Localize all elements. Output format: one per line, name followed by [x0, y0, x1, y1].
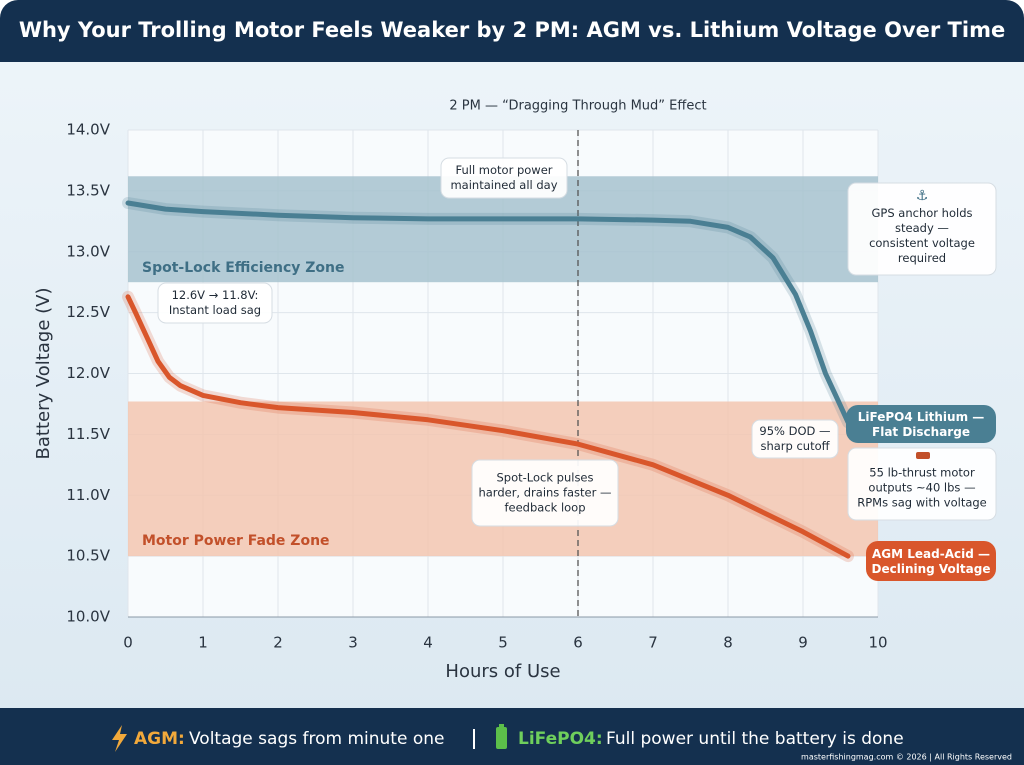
- legend-entry: LiFePO4 Lithium — Flat Discharge: [858, 410, 985, 439]
- annotation-text: RPMs sag with voltage: [857, 496, 987, 510]
- annotation-text: GPS anchor holds: [872, 206, 973, 220]
- annotation-text: maintained all day: [450, 178, 557, 192]
- annotation-text: required: [898, 251, 946, 265]
- y-tick-label: 11.5V: [66, 425, 110, 443]
- x-tick-label: 8: [723, 634, 733, 652]
- y-tick-label: 13.5V: [66, 181, 110, 199]
- annotation-box: [471, 459, 619, 527]
- annotation-box: [847, 182, 997, 276]
- x-tick-label: 9: [798, 634, 808, 652]
- x-tick-label: 10: [868, 634, 887, 652]
- annotation-text: sharp cutoff: [760, 439, 830, 453]
- annotation-text: consistent voltage: [869, 236, 975, 250]
- footer-agm-label: AGM:: [134, 729, 185, 749]
- footer-lithium-label: LiFePO4:: [518, 729, 603, 749]
- y-tick-label: 13.0V: [66, 242, 110, 260]
- zone-label: Motor Power Fade Zone: [142, 533, 330, 549]
- x-axis-label: Hours of Use: [445, 661, 560, 682]
- x-tick-label: 4: [423, 634, 433, 652]
- y-tick-label: 10.5V: [66, 547, 110, 565]
- series-line: [125, 200, 851, 425]
- y-axis-label: Battery Voltage (V): [33, 288, 54, 460]
- annotation-text: 55 lb-thrust motor: [869, 466, 975, 480]
- legend-pill: [866, 541, 996, 581]
- annotation-text: Full motor power: [455, 163, 552, 177]
- annotation-box: [847, 447, 997, 521]
- x-tick-label: 3: [348, 634, 358, 652]
- zone-label: Spot-Lock Efficiency Zone: [142, 260, 345, 276]
- annotation-text: 12.6V → 11.8V:: [172, 288, 259, 302]
- header-bar: [0, 40, 1024, 62]
- x-tick-label: 5: [498, 634, 508, 652]
- y-tick-label: 12.0V: [66, 364, 110, 382]
- annotation-text: outputs ~40 lbs —: [868, 481, 975, 495]
- battery-icon: [496, 727, 507, 749]
- bolt-icon: [112, 725, 127, 752]
- x-tick-label: 0: [123, 634, 133, 652]
- credit: masterfishingmag.com © 2026 | All Rights…: [801, 753, 1012, 762]
- annotation-text: feedback loop: [504, 501, 585, 515]
- x-tick-label: 2: [273, 634, 283, 652]
- reference-label: 2 PM — “Dragging Through Mud” Effect: [449, 99, 706, 114]
- annotation-text: Instant load sag: [169, 303, 261, 317]
- legend-entry: AGM Lead-Acid — Declining Voltage: [872, 547, 991, 576]
- annotation-text: Spot-Lock pulses: [496, 471, 593, 485]
- annotation-text: steady —: [895, 221, 949, 235]
- y-tick-label: 10.0V: [66, 608, 110, 626]
- footer-lithium-text: Full power until the battery is done: [606, 729, 904, 749]
- y-tick-label: 11.0V: [66, 486, 110, 504]
- y-tick-label: 14.0V: [66, 121, 110, 139]
- annotation-text: 95% DOD —: [759, 424, 830, 438]
- x-tick-label: 1: [198, 634, 208, 652]
- footer-agm-text: Voltage sags from minute one: [189, 729, 444, 749]
- annotation-text: harder, drains faster —: [478, 486, 611, 500]
- footer-bar: [0, 708, 1024, 765]
- annotation-box: [157, 282, 273, 324]
- series-line: [125, 294, 851, 559]
- y-tick-label: 12.5V: [66, 303, 110, 321]
- chart-title: Why Your Trolling Motor Feels Weaker by …: [19, 18, 1005, 42]
- annotation-box: [751, 419, 839, 459]
- x-tick-label: 7: [648, 634, 658, 652]
- annotation-box: [440, 157, 568, 199]
- anchor-icon: ⚓: [916, 188, 929, 204]
- battery-icon: [499, 724, 504, 727]
- motor-icon: [916, 452, 930, 459]
- x-tick-label: 6: [573, 634, 583, 652]
- legend-pill: [846, 405, 996, 443]
